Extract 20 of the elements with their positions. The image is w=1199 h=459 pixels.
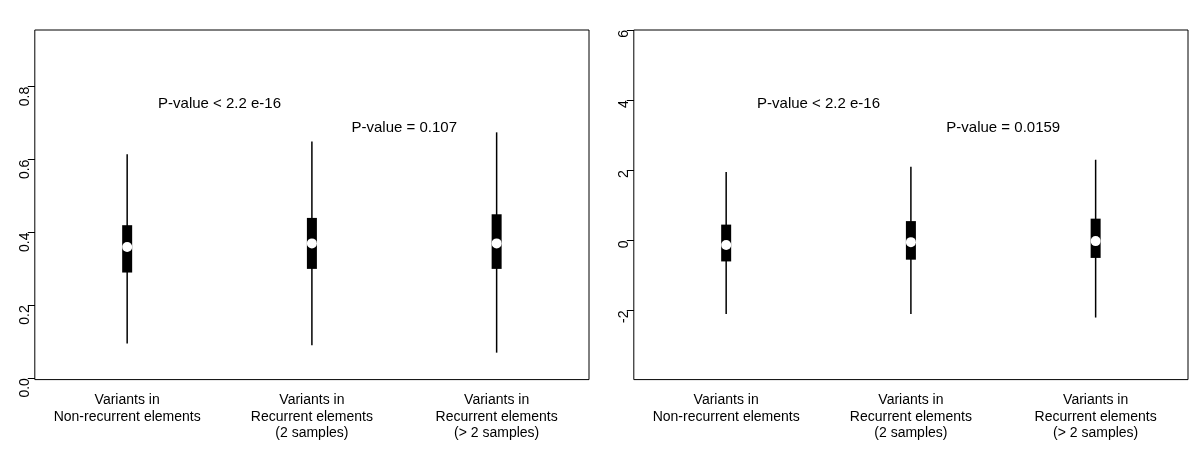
annotation: P-value = 0.107 bbox=[351, 118, 458, 136]
y-tick-label: 0.4 bbox=[15, 232, 32, 252]
x-tick-label: Variants in Recurrent elements (2 samples) bbox=[250, 390, 373, 441]
y-tick-label: 0.8 bbox=[15, 86, 32, 107]
annotation: P-value < 2.2 e-16 bbox=[158, 93, 282, 111]
y-tick-label: 0.2 bbox=[15, 305, 32, 325]
annotation: P-value = 0.0159 bbox=[946, 118, 1061, 136]
y-tick-label: 2 bbox=[614, 170, 631, 179]
x-tick-label: Variants in Recurrent elements (> 2 samples) bbox=[1034, 390, 1157, 441]
annotation: P-value < 2.2 e-16 bbox=[757, 93, 881, 111]
x-tick-label: Variants in Recurrent elements (2 samples) bbox=[849, 390, 972, 441]
y-tick-label: 0.0 bbox=[15, 377, 32, 398]
y-tick-label: 0 bbox=[614, 240, 631, 249]
x-tick-label: Variants in Recurrent elements (> 2 samples) bbox=[435, 390, 558, 441]
x-tick-label: Variants in Non-recurrent elements bbox=[652, 390, 800, 424]
x-tick-label: Variants in Non-recurrent elements bbox=[53, 390, 201, 424]
y-tick-label: 0.6 bbox=[15, 159, 32, 180]
y-tick-label: 4 bbox=[614, 99, 631, 108]
y-tick-label: 6 bbox=[614, 29, 631, 38]
y-tick-label: -2 bbox=[614, 310, 631, 323]
